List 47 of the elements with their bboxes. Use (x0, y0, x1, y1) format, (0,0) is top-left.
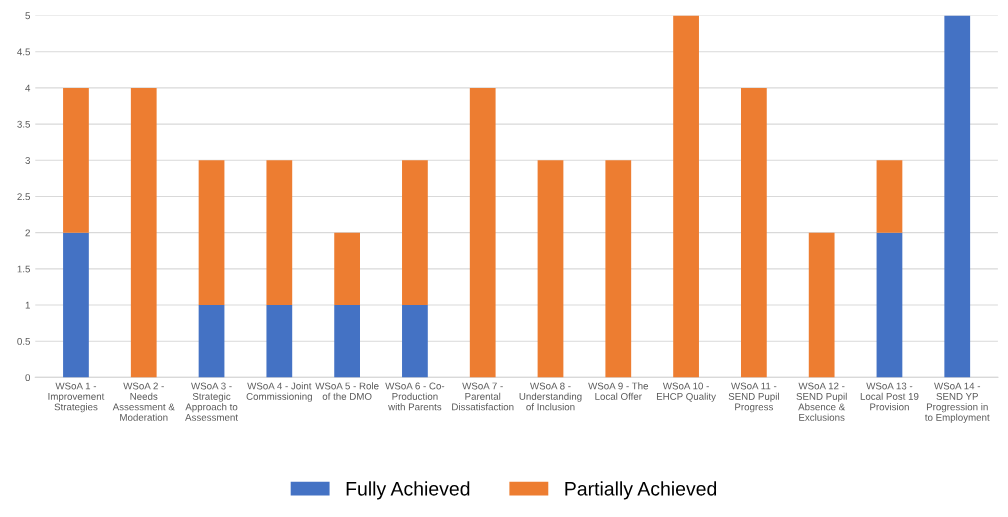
x-tick-label: WSoA 8 - Understanding of Inclusion (519, 382, 582, 411)
bar (198, 305, 225, 378)
bar (673, 15, 699, 378)
bar (876, 232, 903, 378)
bar (63, 87, 89, 233)
y-tick-label: 4.5 (17, 48, 31, 56)
x-tick-label: WSoA 11 - SEND Pupil Progress (728, 382, 779, 413)
legend-label: Partially Achieved (565, 481, 717, 500)
bar (876, 160, 903, 233)
y-tick-label: 0 (25, 374, 31, 382)
bar (537, 160, 564, 378)
bar (266, 305, 293, 378)
bar (266, 160, 293, 306)
bar (740, 87, 767, 378)
y-tick-label: 0.5 (17, 337, 31, 345)
bar (808, 232, 835, 378)
x-tick-label: WSoA 3 - Strategic Approach to Assessment (185, 382, 238, 421)
x-tick-label: WSoA 13 - Local Post 19 Provision (860, 382, 919, 411)
y-tick-label: 4 (25, 84, 31, 92)
bar (334, 305, 360, 378)
y-tick-label: 2 (25, 229, 30, 237)
x-tick-label: WSoA 1 - Improvement Strategies (48, 382, 105, 413)
bar (605, 160, 632, 378)
bar (944, 15, 971, 378)
y-tick-label: 3 (25, 157, 30, 164)
x-tick-label: WSoA 2 - Needs Assessment & Moderation (112, 382, 175, 421)
bar (469, 87, 496, 378)
x-tick-label: WSoA 6 - Co- Production with Parents (385, 382, 445, 411)
x-tick-label: WSoA 5 - Role of the DMO (315, 382, 379, 400)
x-tick-label: WSoA 7 - Parental Dissatisfaction (452, 382, 514, 411)
bar (63, 232, 89, 378)
x-tick-label: WSoA 12 - SEND Pupil Absence & Exclusions (796, 382, 847, 421)
bar (130, 87, 157, 378)
x-tick-label: WSoA 14 - SEND YP Progression in to Employment (924, 382, 990, 423)
y-tick-label: 1.5 (17, 265, 31, 273)
legend-label: Fully Achieved (346, 481, 470, 500)
y-tick-label: 3.5 (17, 120, 31, 128)
bar (402, 160, 428, 306)
y-tick-label: 1 (25, 301, 30, 309)
x-tick-label: WSoA 9 - The Local Offer (588, 382, 649, 400)
x-tick-label: WSoA 4 - Joint Commissioning (246, 382, 312, 402)
bar (334, 232, 360, 306)
bar (402, 305, 428, 378)
x-tick-label: WSoA 10 - EHCP Quality (656, 382, 716, 402)
bar (198, 160, 225, 306)
y-tick-label: 5 (25, 12, 31, 20)
y-tick-label: 2.5 (17, 193, 31, 201)
